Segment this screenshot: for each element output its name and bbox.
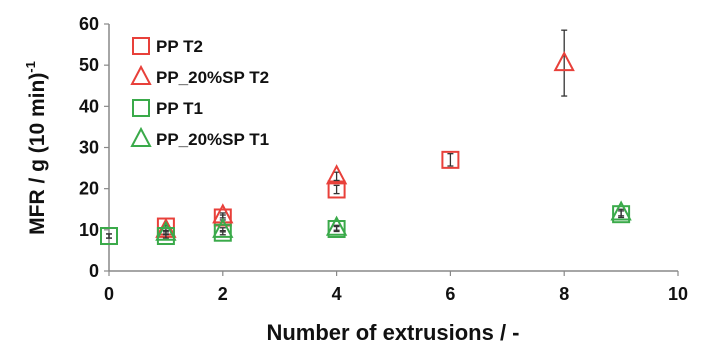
x-tick-label: 2 — [218, 284, 228, 304]
data-point — [212, 203, 234, 224]
y-tick-label: 20 — [79, 179, 99, 199]
x-tick-label: 0 — [104, 284, 114, 304]
legend-marker — [130, 64, 152, 85]
data-point — [213, 223, 232, 242]
y-axis-label-text: MFR / g (10 min) — [26, 73, 49, 235]
legend-marker — [132, 99, 150, 117]
data-point — [325, 215, 348, 236]
data-point — [327, 220, 346, 239]
data-point — [327, 180, 346, 199]
data-point — [325, 164, 348, 185]
legend-label: PP_20%SP T2 — [156, 68, 269, 87]
axes: 0 2 4 6 8 10 0 10 20 30 40 50 60 — [79, 14, 688, 304]
y-tick-label: 30 — [79, 138, 99, 158]
legend-marker — [130, 126, 152, 147]
data-point — [612, 205, 631, 224]
y-axis-label-superscript: -1 — [23, 61, 38, 73]
legend-label: PP T2 — [156, 37, 203, 56]
data-point — [610, 200, 632, 221]
y-tick-label: 60 — [79, 14, 99, 34]
data-point — [553, 50, 575, 72]
legend-label: PP_20%SP T1 — [156, 130, 269, 149]
y-tick-label: 50 — [79, 55, 99, 75]
y-tick-label: 0 — [89, 261, 99, 281]
data-marks — [100, 29, 632, 246]
x-tick-label: 4 — [332, 284, 342, 304]
y-tick-label: 10 — [79, 220, 99, 240]
x-tick-label: 6 — [445, 284, 455, 304]
x-tick-label: 8 — [559, 284, 569, 304]
y-axis-label: MFR / g (10 min)-1 — [23, 61, 49, 235]
y-tick-label: 40 — [79, 96, 99, 116]
legend-marker — [132, 37, 150, 55]
x-axis-label: Number of extrusions / - — [266, 320, 519, 345]
legend-label: PP T1 — [156, 99, 203, 118]
data-point — [441, 150, 460, 169]
x-tick-label: 10 — [668, 284, 688, 304]
data-point — [155, 220, 177, 241]
data-point — [100, 227, 118, 246]
legend: PP T2 PP_20%SP T2 PP T1 PP_20%SP T1 — [130, 37, 269, 149]
data-point — [212, 217, 234, 238]
